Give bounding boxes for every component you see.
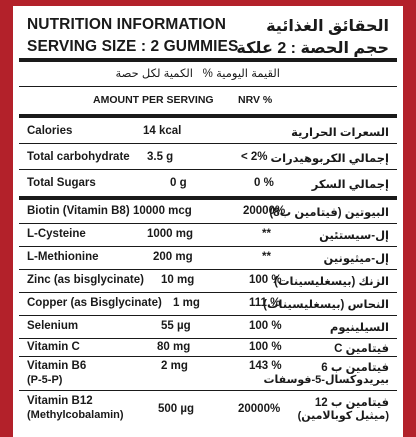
row-name-ar: فيتامين C: [334, 343, 389, 355]
row-amount: 80 mg: [157, 341, 191, 353]
col-nrv-en: NRV %: [238, 94, 273, 106]
row-amount: 1 mg: [173, 297, 200, 309]
row-name-ar: فيتامين ب 6: [321, 362, 389, 374]
row-name-ar: الزنك (بيسغليسينات): [274, 276, 389, 288]
divider: [19, 169, 397, 170]
row-nrv: 111 %: [249, 297, 281, 309]
divider: [19, 390, 397, 391]
row-nrv: **: [262, 251, 271, 263]
title-en: NUTRITION INFORMATION: [27, 16, 226, 33]
row-name-en: Vitamin B6: [27, 360, 87, 372]
row-nrv: **: [262, 228, 271, 240]
row-amount: 14 kcal: [143, 125, 182, 137]
row-amount: 500 µg: [158, 403, 195, 415]
row-name-en: Biotin (Vitamin B8): [27, 205, 130, 217]
row-name-ar-sub: (ميثيل كوبالامين): [297, 410, 389, 422]
row-amount: 0 g: [170, 177, 187, 189]
row-nrv: 100 %: [249, 341, 282, 353]
nutrition-panel: NUTRITION INFORMATION الحقائق الغذائية S…: [13, 6, 403, 437]
row-nrv: 143 %: [249, 360, 282, 372]
row-amount: 10000 mcg: [133, 205, 192, 217]
row-amount: 3.5 g: [147, 151, 174, 163]
serving-size-en: SERVING SIZE : 2 GUMMIES: [27, 38, 239, 55]
row-amount: 10 mg: [161, 274, 195, 286]
divider: [19, 86, 397, 87]
row-name-en: Copper (as Bisglycinate): [27, 297, 162, 309]
row-name-en-sub: (Methylcobalamin): [27, 409, 124, 421]
row-amount: 2 mg: [161, 360, 188, 372]
col-nrv-ar: القيمة اليومية %: [202, 68, 280, 80]
divider: [19, 143, 397, 144]
row-name-en: Calories: [27, 125, 73, 137]
row-nrv: 20000%: [238, 403, 281, 415]
row-name-ar: فيتامين ب 12: [314, 397, 389, 409]
divider-thick: [19, 196, 397, 200]
row-name-en: Selenium: [27, 320, 79, 332]
row-nrv: 20000%: [243, 205, 286, 217]
divider: [19, 223, 397, 224]
row-amount: 55 µg: [161, 320, 191, 332]
divider-thick: [19, 58, 397, 62]
row-name-en: Vitamin C: [27, 341, 80, 353]
row-name-ar: إل-سيستئين: [319, 230, 389, 242]
row-name-ar: إجمالي السكر: [311, 179, 389, 191]
row-name-ar: النحاس (بيسغليسينات): [263, 299, 389, 311]
row-name-ar-sub: بيريدوكسال-5-فوسفات: [263, 374, 389, 386]
row-nrv: 100 %: [249, 320, 282, 332]
row-name-en: L-Cysteine: [27, 228, 86, 240]
row-name-ar: السعرات الحرارية: [291, 127, 389, 139]
divider-thick: [19, 114, 397, 118]
row-name-ar: السيلينيوم: [329, 322, 389, 334]
serving-size-ar: حجم الحصة : 2 علكة: [236, 40, 389, 57]
divider: [19, 338, 397, 339]
divider: [19, 356, 397, 357]
col-amount-en: AMOUNT PER SERVING: [93, 94, 214, 106]
row-name-en: Zinc (as bisglycinate): [27, 274, 144, 286]
row-name-ar: إل-ميثيونين: [323, 253, 389, 265]
row-nrv: 100 %: [249, 274, 282, 286]
title-ar: الحقائق الغذائية: [266, 18, 389, 35]
row-name-en: Vitamin B12: [27, 395, 93, 407]
col-amount-ar: الكمية لكل حصة: [115, 68, 193, 80]
row-name-en-sub: (P-5-P): [27, 374, 63, 386]
row-nrv: 0 %: [254, 177, 274, 189]
row-name-en: Total carbohydrate: [27, 151, 130, 163]
row-name-en: L-Methionine: [27, 251, 99, 263]
row-nrv: < 2%: [241, 151, 268, 163]
divider: [19, 246, 397, 247]
row-name-ar: البيوتين (فيتامين ب8): [269, 207, 389, 219]
divider: [19, 315, 397, 316]
row-amount: 200 mg: [153, 251, 193, 263]
divider: [19, 292, 397, 293]
row-name-en: Total Sugars: [27, 177, 96, 189]
row-amount: 1000 mg: [147, 228, 194, 240]
row-name-ar: إجمالي الكربوهيدرات: [270, 153, 389, 165]
divider: [19, 269, 397, 270]
